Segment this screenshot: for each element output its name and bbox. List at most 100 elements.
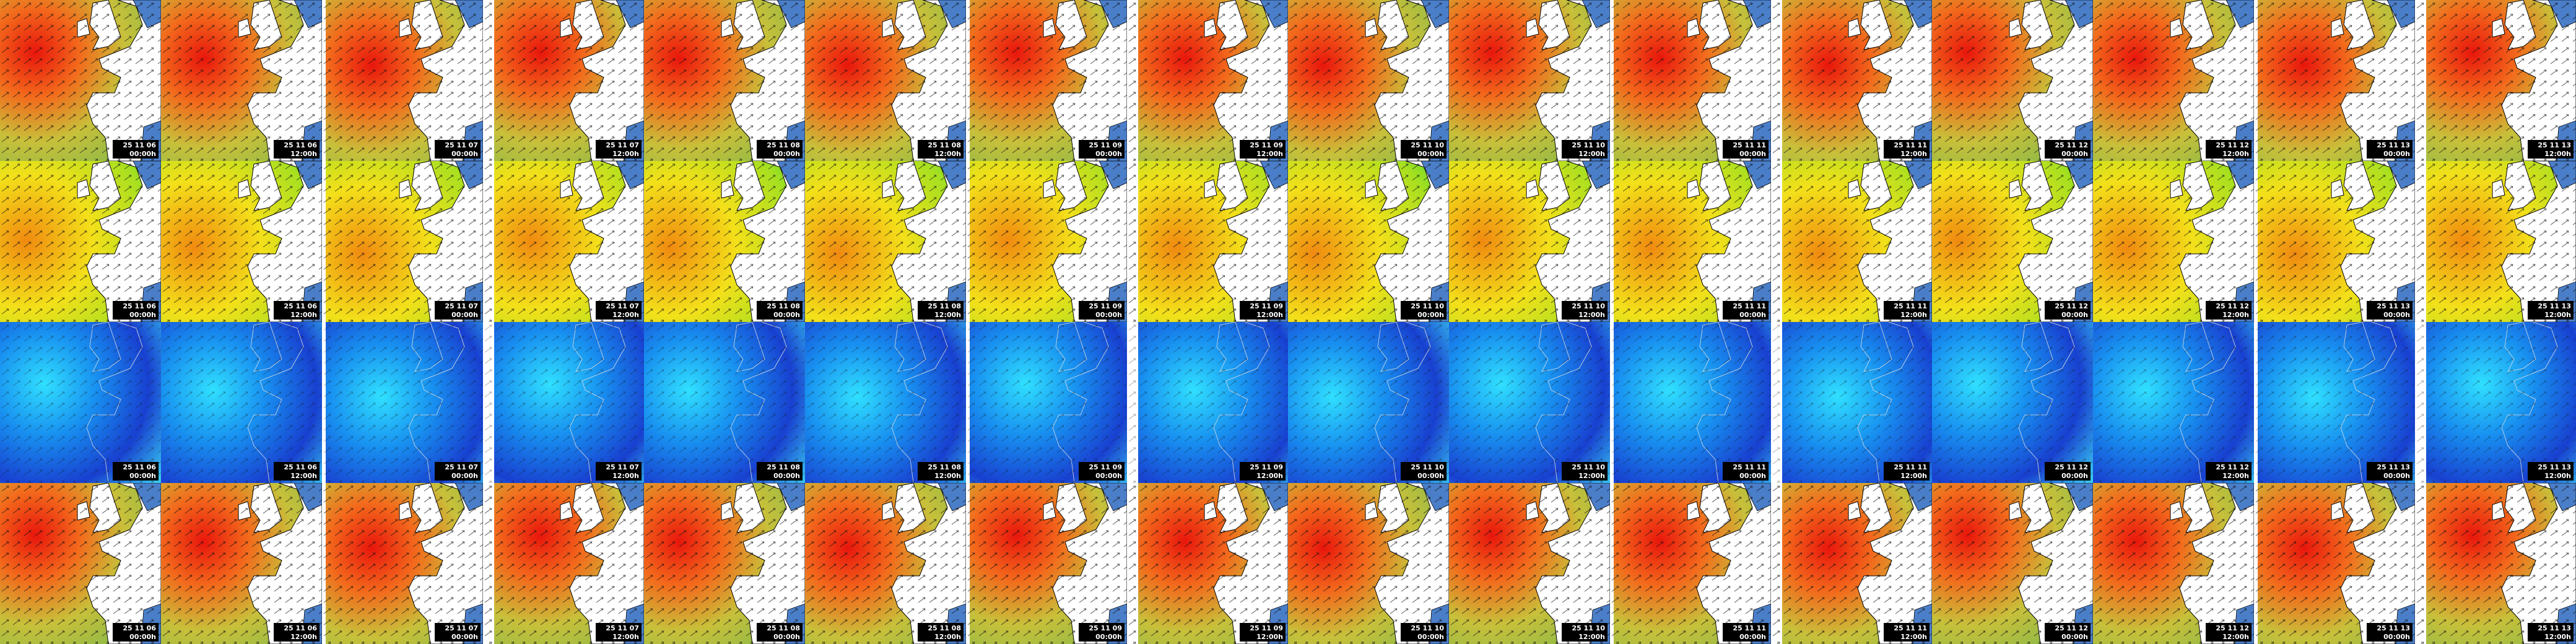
map-tile[interactable]: 25 11 06 12:00h [161,322,322,483]
date-label: 25 11 13 [2377,302,2410,310]
label-box [274,462,320,481]
map-tile[interactable]: 25 11 13 12:00h [2415,161,2576,322]
map-tile[interactable]: 25 11 10 12:00h [1449,161,1610,322]
map-tile[interactable]: 25 11 09 12:00h [1127,322,1288,483]
map-tile[interactable]: 25 11 12 00:00h [1932,483,2093,644]
map-tile[interactable]: 25 11 08 12:00h [805,161,966,322]
wind-arrows [483,0,644,161]
map-tile[interactable]: 25 11 06 00:00h [0,322,161,483]
map-tile[interactable]: 25 11 08 00:00h [644,0,805,161]
map-tile[interactable]: 25 11 10 12:00h [1449,322,1610,483]
map-tile[interactable]: 25 11 11 12:00h [1771,322,1932,483]
map-tile[interactable]: 25 11 07 00:00h [322,161,483,322]
map-tile[interactable]: 25 11 08 00:00h [644,161,805,322]
map-tile[interactable]: 25 11 13 12:00h [2415,0,2576,161]
map-tile[interactable]: 25 11 11 12:00h [1771,483,1932,644]
date-label: 25 11 10 [1411,302,1444,310]
time-label: 00:00h [2061,633,2088,641]
map-tile[interactable]: 25 11 06 12:00h [161,161,322,322]
map-tile[interactable]: 25 11 06 00:00h [0,483,161,644]
label-box [1884,140,1930,159]
map-tile[interactable]: 25 11 10 00:00h [1288,322,1449,483]
map-tile[interactable]: 25 11 08 12:00h [805,322,966,483]
map-tile[interactable]: 25 11 07 12:00h [483,0,644,161]
map-tile[interactable]: 25 11 12 00:00h [1932,0,2093,161]
date-label: 25 11 13 [2538,463,2571,471]
map-tile[interactable]: 25 11 10 00:00h [1288,161,1449,322]
map-tile[interactable]: 25 11 11 00:00h [1610,0,1771,161]
map-tile[interactable]: 25 11 06 00:00h [0,0,161,161]
map-tile[interactable]: 25 11 08 00:00h [644,322,805,483]
map-tile[interactable]: 25 11 08 12:00h [805,483,966,644]
map-tile[interactable]: 25 11 13 00:00h [2254,483,2415,644]
wind-arrows [805,322,966,483]
time-label: 12:00h [1900,150,1927,158]
map-tile[interactable]: 25 11 07 00:00h [322,483,483,644]
label-box [2367,140,2413,159]
map-tile[interactable]: 25 11 06 00:00h [0,161,161,322]
time-label: 12:00h [2222,311,2249,319]
date-label: 25 11 06 [123,463,156,471]
date-label: 25 11 07 [445,141,478,149]
wind-arrows [2415,161,2576,322]
map-tile[interactable]: 25 11 09 00:00h [966,322,1127,483]
map-tile[interactable]: 25 11 13 12:00h [2415,483,2576,644]
wind-arrows [161,0,322,161]
date-label: 25 11 11 [1894,141,1927,149]
map-tile[interactable]: 25 11 12 00:00h [1932,161,2093,322]
map-tile[interactable]: 25 11 11 00:00h [1610,483,1771,644]
label-box [2045,140,2091,159]
map-tile[interactable]: 25 11 12 00:00h [1932,322,2093,483]
map-tile[interactable]: 25 11 07 00:00h [322,322,483,483]
map-tile[interactable]: 25 11 07 12:00h [483,161,644,322]
date-label: 25 11 12 [2055,624,2088,632]
map-tile[interactable]: 25 11 07 12:00h [483,322,644,483]
map-tile[interactable]: 25 11 12 12:00h [2093,322,2254,483]
map-tile[interactable]: 25 11 11 00:00h [1610,322,1771,483]
map-tile[interactable]: 25 11 09 12:00h [1127,0,1288,161]
map-tile[interactable]: 25 11 10 12:00h [1449,0,1610,161]
label-box [1562,623,1608,642]
wind-arrows [644,0,805,161]
time-label: 00:00h [451,633,478,641]
map-tile[interactable]: 25 11 12 12:00h [2093,161,2254,322]
label-box [918,462,964,481]
map-tile[interactable]: 25 11 13 00:00h [2254,161,2415,322]
map-tile[interactable]: 25 11 08 12:00h [805,0,966,161]
wind-arrows [2093,322,2254,483]
map-tile[interactable]: 25 11 13 12:00h [2415,322,2576,483]
map-tile[interactable]: 25 11 07 00:00h [322,0,483,161]
map-tile[interactable]: 25 11 09 00:00h [966,0,1127,161]
map-tile[interactable]: 25 11 11 12:00h [1771,161,1932,322]
time-label: 00:00h [2383,472,2410,480]
map-tile[interactable]: 25 11 08 00:00h [644,483,805,644]
map-tile[interactable]: 25 11 11 12:00h [1771,0,1932,161]
map-tile[interactable]: 25 11 06 12:00h [161,0,322,161]
map-tile[interactable]: 25 11 10 00:00h [1288,0,1449,161]
date-label: 25 11 06 [284,463,317,471]
map-tile[interactable]: 25 11 12 12:00h [2093,483,2254,644]
date-label: 25 11 08 [767,463,800,471]
map-tile[interactable]: 25 11 07 12:00h [483,483,644,644]
map-tile[interactable]: 25 11 11 00:00h [1610,161,1771,322]
map-tile[interactable]: 25 11 09 12:00h [1127,483,1288,644]
map-tile[interactable]: 25 11 12 12:00h [2093,0,2254,161]
map-tile[interactable]: 25 11 13 00:00h [2254,0,2415,161]
date-label: 25 11 12 [2216,141,2249,149]
map-tile[interactable]: 25 11 10 00:00h [1288,483,1449,644]
map-tile[interactable]: 25 11 06 12:00h [161,483,322,644]
map-tile[interactable]: 25 11 13 00:00h [2254,322,2415,483]
map-tile[interactable]: 25 11 09 00:00h [966,161,1127,322]
map-tile[interactable]: 25 11 10 12:00h [1449,483,1610,644]
map-tile[interactable]: 25 11 09 12:00h [1127,161,1288,322]
map-tile[interactable]: 25 11 09 00:00h [966,483,1127,644]
label-box [1562,301,1608,320]
date-label: 25 11 06 [123,302,156,310]
